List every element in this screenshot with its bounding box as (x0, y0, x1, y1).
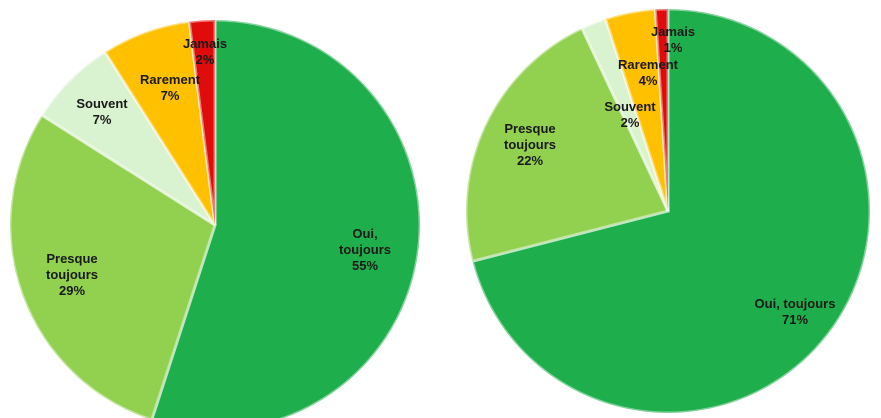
slice-label: Rarement 4% (608, 57, 688, 89)
slice-label: Presque toujours 29% (37, 251, 107, 299)
pie-slice (603, 7, 670, 212)
slice-label: Jamais 1% (643, 24, 703, 56)
category-label: Souvent (76, 96, 128, 111)
category-label: Rarement (140, 72, 200, 87)
value-label: 7% (160, 88, 180, 103)
pie-slice (103, 19, 217, 226)
slice-label: Jamais 2% (175, 36, 235, 68)
slice-label: Oui, toujours 55% (330, 226, 400, 274)
pie-slice (464, 26, 671, 264)
slice-label: Rarement 7% (135, 72, 205, 104)
pie-slice (39, 49, 217, 227)
value-label: 71% (781, 312, 809, 327)
pie-slice (187, 18, 217, 226)
category-label: Presque toujours (504, 121, 556, 152)
slice-label: Souvent 2% (595, 99, 665, 131)
category-label: Presque toujours (46, 251, 98, 282)
pie-slice (8, 113, 217, 418)
pie-slice (150, 18, 422, 418)
category-label: Rarement (618, 57, 678, 72)
slice-label: Oui, toujours 71% (730, 296, 860, 328)
value-label: 4% (638, 73, 658, 88)
slice-label: Presque toujours 22% (495, 121, 565, 169)
pie-slice (579, 16, 670, 212)
category-label: Souvent (604, 99, 656, 114)
value-label: 29% (58, 283, 86, 298)
category-label: Jamais (650, 24, 696, 39)
value-label: 2% (195, 52, 215, 67)
category-label: Oui, toujours (339, 226, 391, 257)
pie-slice (653, 7, 670, 212)
pie-slice (470, 7, 872, 415)
category-label: Jamais (182, 36, 228, 51)
value-label: 1% (663, 40, 683, 55)
value-label: 2% (620, 115, 640, 130)
value-label: 7% (92, 112, 112, 127)
slice-label: Souvent 7% (67, 96, 137, 128)
value-label: 22% (516, 153, 544, 168)
value-label: 55% (351, 258, 379, 273)
category-label: Oui, toujours (754, 296, 836, 311)
